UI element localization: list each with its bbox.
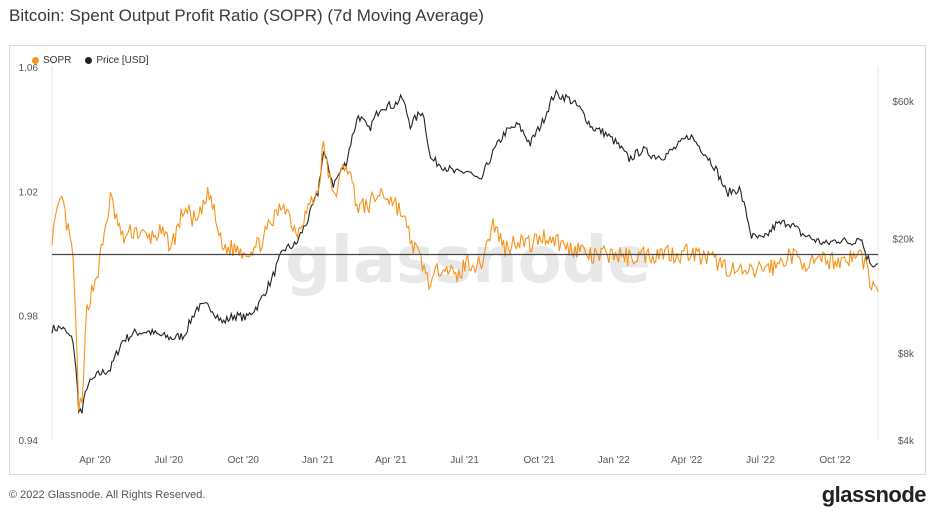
x-tick-label: Apr '22	[671, 455, 703, 466]
x-tick-label: Jul '20	[154, 455, 183, 466]
x-tick-label: Jul '21	[450, 455, 479, 466]
footer-copyright: © 2022 Glassnode. All Rights Reserved.	[9, 489, 206, 501]
sopr-series-line	[51, 141, 879, 412]
y-right-tick-label: $20k	[892, 235, 915, 246]
x-tick-label: Jan '21	[302, 455, 334, 466]
legend-label-sopr: SOPR	[43, 55, 72, 66]
x-tick-label: Oct '21	[523, 455, 555, 466]
x-tick-label: Oct '20	[228, 455, 260, 466]
y-left-tick-label: 0.94	[19, 436, 39, 447]
chart-legend: SOPR Price [USD]	[32, 55, 149, 66]
y-right-tick-label: $60k	[892, 97, 915, 108]
x-tick-label: Oct '22	[819, 455, 851, 466]
legend-item-price[interactable]: Price [USD]	[85, 55, 149, 66]
x-tick-label: Apr '20	[79, 455, 111, 466]
x-tick-label: Apr '21	[375, 455, 407, 466]
page-title: Bitcoin: Spent Output Profit Ratio (SOPR…	[9, 6, 484, 25]
y-right-tick-label: $8k	[898, 349, 915, 360]
glassnode-logo[interactable]: glassnode	[821, 482, 927, 507]
legend-dot-price	[85, 57, 93, 64]
legend-dot-sopr	[32, 57, 39, 64]
x-tick-label: Jul '22	[746, 455, 775, 466]
legend-label-price: Price [USD]	[96, 55, 149, 66]
y-right-tick-label: $4k	[898, 436, 915, 447]
y-left-tick-label: 1.06	[19, 63, 39, 74]
y-left-tick-label: 0.98	[19, 312, 39, 323]
x-tick-label: Jan '22	[598, 455, 630, 466]
y-left-tick-label: 1.02	[19, 187, 39, 198]
chart-frame	[9, 45, 926, 475]
legend-item-sopr[interactable]: SOPR	[32, 55, 71, 66]
price-series-line	[51, 89, 879, 415]
